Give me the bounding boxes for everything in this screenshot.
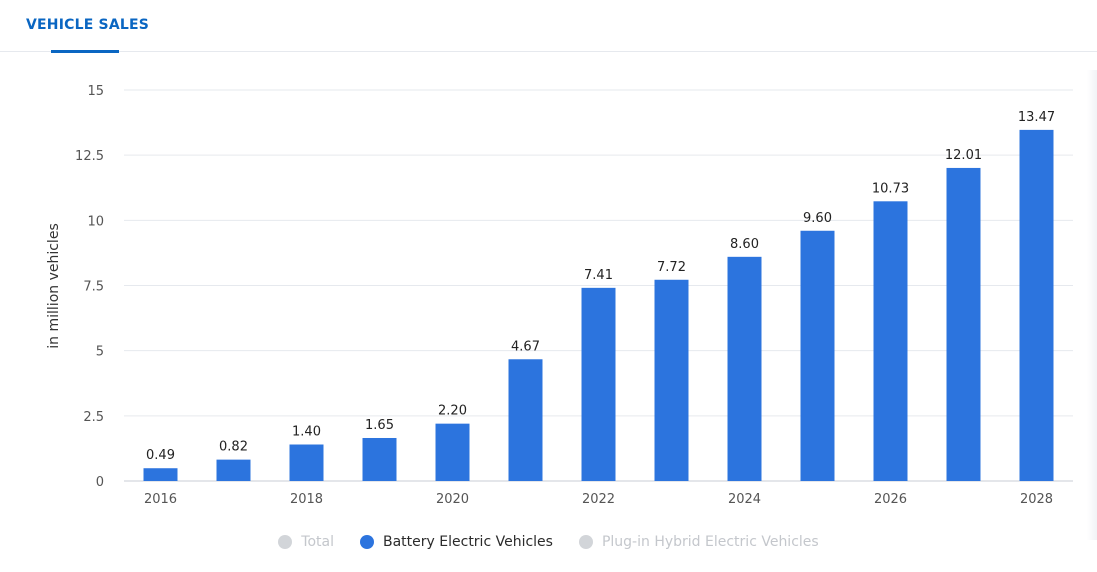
x-tick-label: 2022	[582, 492, 615, 507]
x-tick-label: 2024	[728, 492, 761, 507]
y-tick-label: 2.5	[83, 410, 104, 425]
bar	[362, 437, 397, 481]
data-label: 0.82	[219, 440, 248, 455]
data-label: 13.47	[1018, 110, 1055, 125]
data-label: 4.67	[511, 339, 540, 354]
bar	[143, 468, 178, 481]
y-tick-label: 5	[96, 345, 104, 360]
bar	[289, 444, 324, 481]
bar	[873, 201, 908, 481]
legend-dot-icon	[578, 535, 593, 549]
bar	[727, 256, 762, 481]
data-label: 1.65	[365, 418, 394, 433]
y-tick-label: 10	[87, 214, 104, 229]
bar	[216, 459, 251, 481]
data-label: 7.72	[657, 260, 686, 275]
scroll-edge-shadow	[1087, 70, 1097, 540]
y-tick-label: 7.5	[83, 280, 104, 295]
legend-item-total[interactable]: Total	[278, 534, 334, 550]
y-tick-label: 12.5	[75, 149, 104, 164]
chart-legend: Total Battery Electric Vehicles Plug-in …	[0, 530, 1097, 554]
bar	[946, 167, 981, 481]
bar-chart: 0 2.5 5 7.5 10 12.5 15 in million vehicles 0.49 0…	[46, 84, 1073, 507]
legend-item-battery-electric[interactable]: Battery Electric Vehicles	[360, 534, 553, 550]
bar	[800, 230, 835, 481]
legend-label: Battery Electric Vehicles	[383, 534, 553, 550]
bar	[654, 279, 689, 481]
data-label: 10.73	[872, 181, 909, 196]
bar	[435, 423, 470, 481]
legend-dot-icon	[360, 535, 374, 549]
x-tick-label: 2016	[144, 492, 177, 507]
bar	[508, 359, 543, 481]
data-label: 0.49	[146, 448, 175, 463]
x-tick-label: 2020	[436, 492, 469, 507]
legend-dot-icon	[278, 535, 293, 549]
data-label: 8.60	[730, 237, 759, 252]
tab-bar: VEHICLE SALES	[0, 0, 1097, 53]
active-tab-indicator	[51, 50, 119, 53]
bar	[581, 287, 616, 481]
data-label: 12.01	[945, 148, 982, 163]
data-label: 7.41	[584, 268, 613, 283]
x-tick-label: 2018	[290, 492, 323, 507]
x-tick-label: 2028	[1020, 492, 1053, 507]
y-axis-label: in million vehicles	[46, 223, 62, 348]
legend-label: Total	[301, 534, 334, 550]
data-label: 2.20	[438, 404, 467, 419]
tab-vehicle-sales[interactable]: VEHICLE SALES	[26, 17, 150, 33]
y-tick-label: 0	[96, 475, 104, 490]
bar	[1019, 129, 1054, 481]
data-label: 9.60	[803, 211, 832, 226]
data-label: 1.40	[292, 425, 321, 440]
legend-label: Plug-in Hybrid Electric Vehicles	[601, 534, 819, 550]
x-tick-label: 2026	[874, 492, 907, 507]
y-tick-label: 15	[87, 84, 104, 99]
legend-item-plug-in-hybrid[interactable]: Plug-in Hybrid Electric Vehicles	[578, 534, 819, 550]
